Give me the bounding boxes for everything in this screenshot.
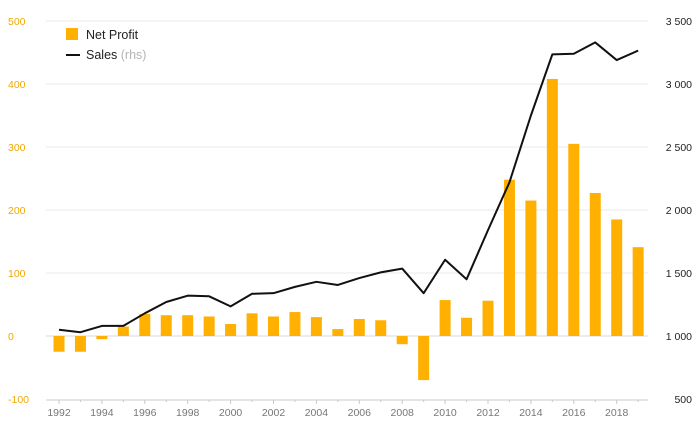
net-profit-bar xyxy=(268,316,279,336)
net-profit-bars xyxy=(53,78,644,381)
net-profit-bar xyxy=(396,336,408,345)
net-profit-bar xyxy=(225,324,237,336)
net-profit-bar xyxy=(160,315,172,336)
net-profit-bar xyxy=(503,179,515,336)
net-profit-bar xyxy=(139,313,151,336)
net-profit-bar xyxy=(611,219,623,336)
net-profit-bar xyxy=(632,247,644,336)
x-tick-label: 2010 xyxy=(433,407,457,419)
y-left-tick-label: -100 xyxy=(8,394,29,406)
y-right-tick-label: 3 500 xyxy=(666,16,692,28)
x-tick-label: 2000 xyxy=(219,407,243,419)
net-profit-bar xyxy=(418,336,430,381)
net-profit-bar xyxy=(203,316,215,336)
x-tick-label: 2008 xyxy=(391,407,415,419)
sales-line xyxy=(58,41,639,334)
x-tick-label: 2006 xyxy=(348,407,372,419)
legend-net-profit-label: Net Profit xyxy=(86,28,139,42)
legend-sales-name: Sales xyxy=(86,48,117,62)
net-profit-bar xyxy=(525,200,537,336)
y-left-tick-label: 500 xyxy=(8,16,26,28)
legend-net-profit-swatch xyxy=(66,28,78,40)
x-tick-label: 2004 xyxy=(305,407,329,419)
x-tick-label: 2012 xyxy=(476,407,500,419)
y-left-tick-label: 100 xyxy=(8,268,26,280)
net-profit-bar xyxy=(589,192,601,336)
net-profit-bar xyxy=(482,300,494,336)
legend: Net Profit Sales (rhs) xyxy=(66,28,146,62)
net-profit-bar xyxy=(53,336,65,352)
net-profit-bar xyxy=(289,312,301,336)
y-right-tick-label: 1 500 xyxy=(666,268,692,280)
net-profit-bar xyxy=(353,318,365,336)
net-profit-bar xyxy=(568,143,580,336)
net-profit-bar xyxy=(310,317,322,336)
x-tick-label: 1994 xyxy=(90,407,114,419)
x-tick-label: 1996 xyxy=(133,407,157,419)
net-profit-bar xyxy=(246,313,258,336)
net-profit-bar xyxy=(182,315,194,336)
net-profit-bar xyxy=(375,320,387,336)
net-profit-bar xyxy=(546,78,558,337)
legend-sales-rhs-note: (rhs) xyxy=(121,48,147,62)
net-profit-bar xyxy=(439,300,451,336)
axes: 500 3 500 400 3 000 300 2 500 200 2 000 100 1 500… xyxy=(8,16,692,419)
net-profit-bar xyxy=(74,336,86,352)
x-tick-label: 1992 xyxy=(47,407,71,419)
y-left-tick-label: 0 xyxy=(8,331,14,343)
legend-sales-label: Sales (rhs) xyxy=(86,48,146,62)
x-tick-label: 1998 xyxy=(176,407,200,419)
x-tick-label: 2016 xyxy=(562,407,586,419)
y-right-tick-label: 500 xyxy=(674,394,692,406)
net-profit-bar xyxy=(96,336,108,340)
y-left-tick-label: 300 xyxy=(8,142,26,154)
net-profit-bar xyxy=(117,326,129,336)
y-right-tick-label: 2 000 xyxy=(666,205,692,217)
y-left-tick-label: 200 xyxy=(8,205,26,217)
x-tick-label: 2002 xyxy=(262,407,286,419)
y-left-tick-label: 400 xyxy=(8,79,26,91)
net-profit-bar xyxy=(332,329,344,336)
x-tick-label: 2018 xyxy=(605,407,629,419)
y-right-tick-label: 1 000 xyxy=(666,331,692,343)
y-right-tick-label: 2 500 xyxy=(666,142,692,154)
net-profit-bar xyxy=(461,317,473,336)
x-tick-label: 2014 xyxy=(519,407,543,419)
sales-line-series xyxy=(58,41,639,334)
y-right-tick-label: 3 000 xyxy=(666,79,692,91)
